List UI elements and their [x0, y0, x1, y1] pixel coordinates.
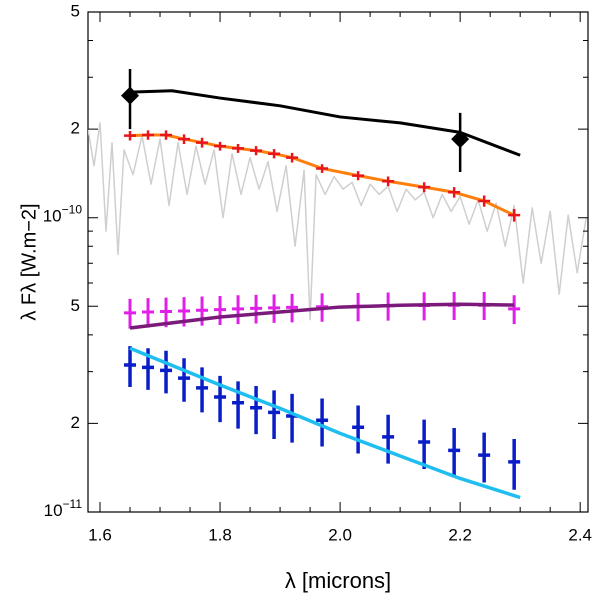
error-bar — [448, 427, 461, 478]
error-bar — [232, 295, 245, 325]
error-bar — [214, 295, 227, 325]
plot-area — [88, 69, 587, 500]
error-bar — [250, 386, 263, 435]
series-line — [88, 122, 587, 321]
error-bar — [232, 144, 245, 153]
error-bar — [268, 390, 281, 440]
error-bar — [478, 195, 491, 207]
error-bar — [178, 358, 191, 402]
error-bar — [508, 439, 521, 490]
error-bar — [478, 432, 491, 483]
diamond-marker — [121, 86, 140, 105]
error-bar — [178, 134, 191, 145]
error-bar — [142, 298, 155, 328]
y-tick-label: 2 — [71, 119, 80, 138]
x-tick-label: 2.4 — [568, 525, 592, 544]
error-bar — [232, 381, 245, 429]
error-bar — [508, 209, 521, 222]
x-tick-label: 1.6 — [88, 525, 112, 544]
error-bar — [160, 350, 173, 394]
x-axis-label: λ [microns] — [285, 568, 391, 593]
error-bar — [352, 171, 365, 181]
error-bar — [160, 130, 173, 140]
error-bar — [268, 149, 281, 159]
error-bar — [142, 130, 155, 140]
y-tick-base: 10 — [44, 501, 63, 520]
x-tick-label: 1.8 — [208, 525, 232, 544]
y-tick-label: 5 — [71, 1, 80, 20]
y-axis-label: λ Fλ [W.m−2] — [18, 203, 40, 320]
error-bar — [286, 393, 299, 443]
error-bar — [196, 367, 209, 413]
error-bar — [352, 405, 365, 454]
error-bar — [508, 295, 521, 325]
error-bar — [286, 293, 299, 323]
series-line — [129, 346, 521, 500]
error-bar — [214, 141, 227, 151]
error-bar — [448, 187, 461, 198]
x-tick-label: 2.2 — [448, 525, 472, 544]
error-bar — [124, 346, 137, 387]
x-tick-label: 2.0 — [328, 525, 352, 544]
y-tick-label: 10−10 — [43, 203, 83, 226]
y-tick-exponent: −11 — [63, 497, 83, 511]
series-line — [129, 89, 521, 157]
y-tick-base: 10 — [43, 207, 62, 226]
error-bar — [250, 294, 263, 324]
error-bar — [124, 131, 137, 141]
series-line — [129, 302, 515, 330]
error-bar — [124, 298, 137, 329]
y-tick-label: 10−11 — [44, 497, 83, 520]
diamond-marker — [451, 130, 470, 149]
y-tick-label: 5 — [71, 296, 80, 315]
error-bar — [316, 398, 329, 447]
y-tick-label: 2 — [71, 413, 80, 432]
error-bar — [250, 146, 263, 156]
plot-frame — [87, 11, 589, 513]
error-bar — [286, 152, 299, 163]
error-bar — [196, 137, 209, 148]
error-bar — [418, 182, 431, 193]
error-bar — [382, 176, 395, 187]
error-bar — [418, 419, 431, 469]
error-bar — [268, 294, 281, 323]
error-bar — [316, 164, 329, 173]
error-bar — [382, 414, 395, 464]
y-tick-exponent: −10 — [62, 203, 83, 217]
